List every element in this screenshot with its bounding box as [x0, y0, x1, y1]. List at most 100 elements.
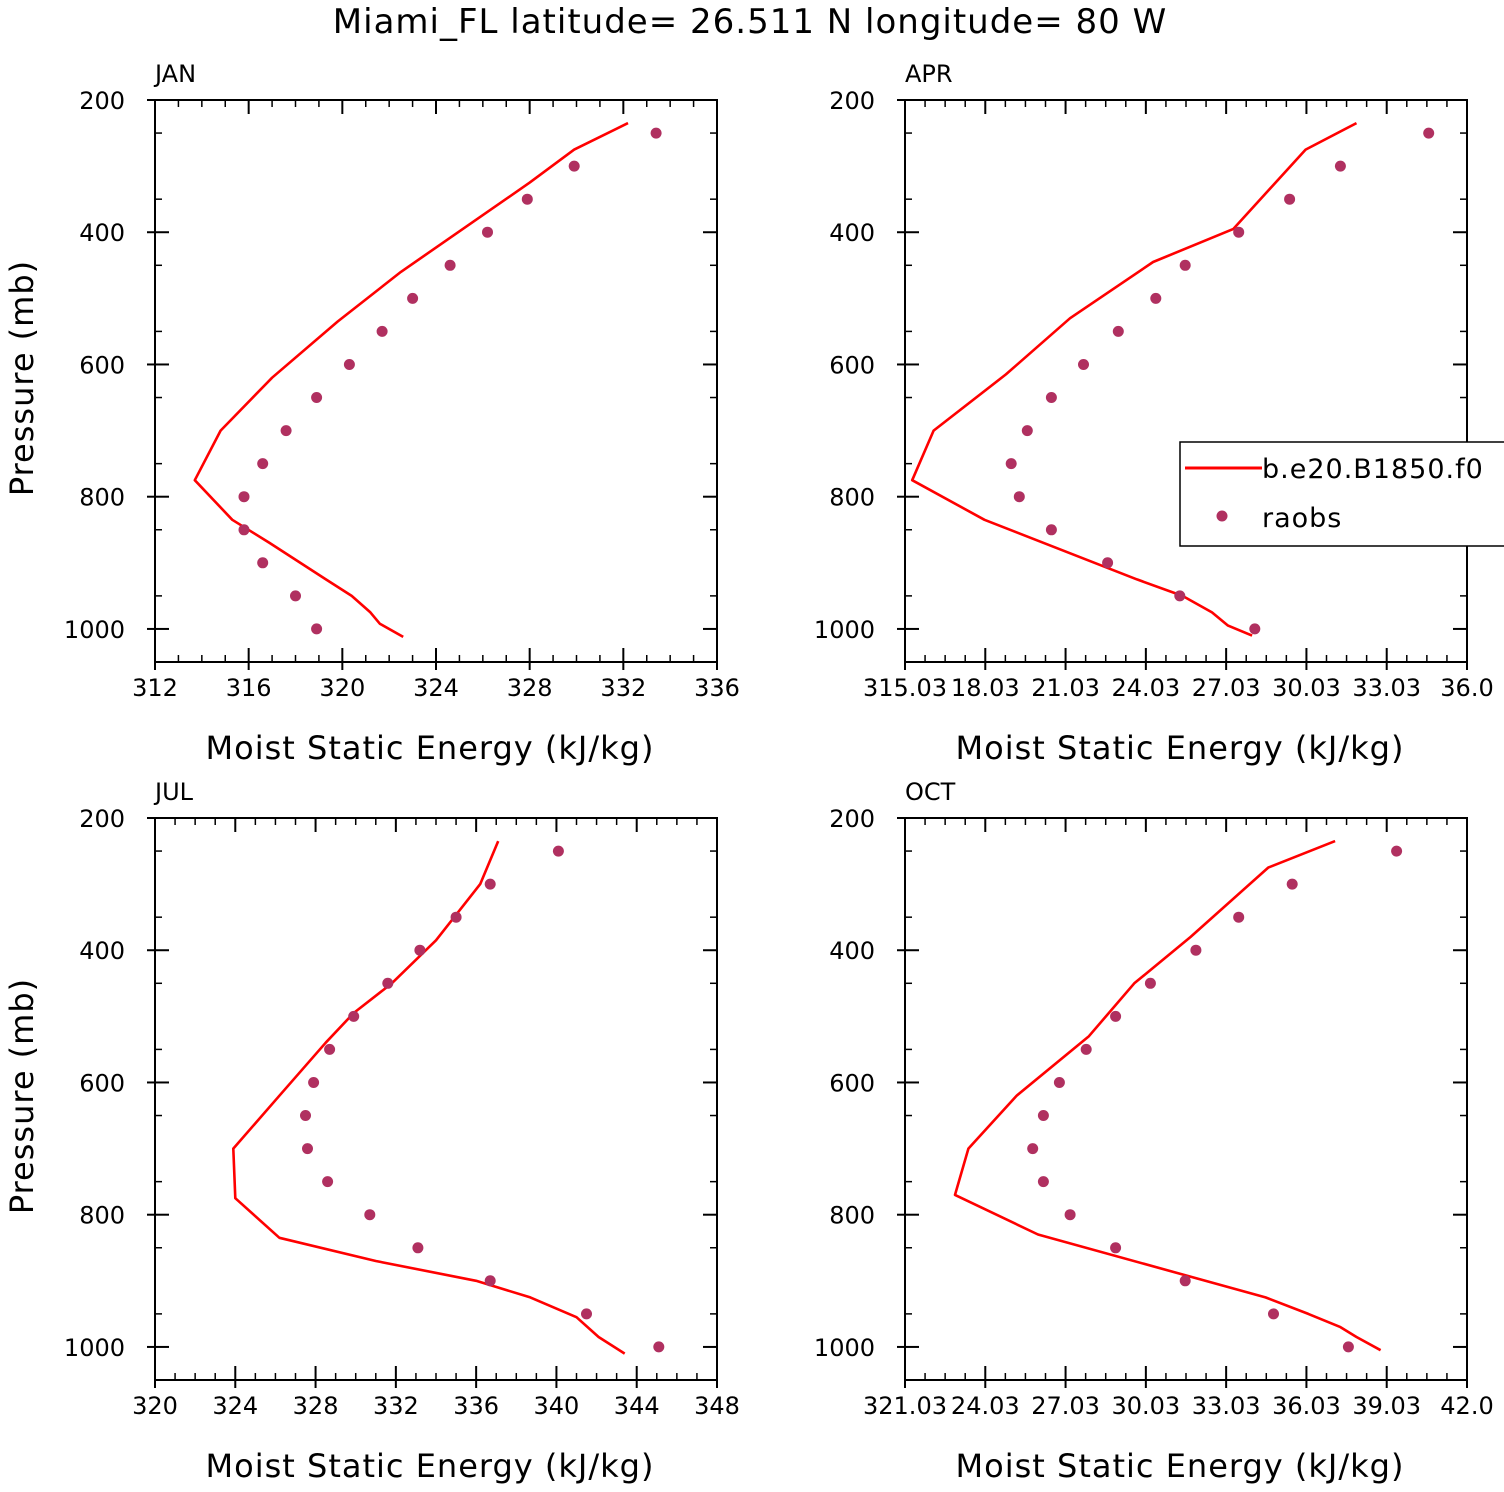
panel-oct: 321.03 24.03 27.03 30.03 33.03 36.03 39.03 42.0…	[814, 778, 1494, 1485]
x-tick-label: 30.03	[1111, 1392, 1180, 1420]
x-tick-label: 336	[694, 674, 740, 702]
x-tick-label: 324	[413, 674, 459, 702]
obs-point	[412, 1242, 424, 1254]
y-tick-label: 1000	[814, 1334, 875, 1362]
y-tick-label: 600	[829, 351, 875, 379]
obs-point	[311, 623, 323, 635]
obs-point	[1037, 1110, 1049, 1121]
x-tick-label: 36.0	[1440, 674, 1493, 702]
model-series-line	[953, 839, 1382, 1352]
x-tick-label: 336	[453, 1392, 499, 1420]
obs-point	[1013, 491, 1025, 503]
obs-point	[653, 1341, 665, 1353]
x-tick-label: 340	[534, 1392, 580, 1420]
obs-point	[1423, 127, 1435, 139]
obs-point	[1174, 590, 1186, 602]
model-series-line	[910, 121, 1358, 637]
y-tick-label: 200	[829, 87, 875, 115]
y-tick-label: 600	[829, 1069, 875, 1097]
obs-point	[343, 359, 355, 370]
obs-point	[238, 491, 250, 503]
legend-obs-marker	[1216, 510, 1228, 522]
x-tick-label: 42.0	[1440, 1392, 1493, 1420]
obs-point	[238, 524, 250, 536]
obs-point	[280, 425, 292, 437]
panels: 312 316 320 324 328 332 336 200 400 600 800 1000 JAN…	[3, 60, 1494, 1485]
obs-point	[1268, 1308, 1279, 1320]
legend-obs-label: raobs	[1262, 503, 1342, 534]
panel-jan: 312 316 320 324 328 332 336 200 400 600 800 1000 JAN…	[3, 60, 740, 767]
y-tick-label: 1000	[64, 1334, 125, 1362]
obs-point	[1005, 458, 1017, 470]
obs-point	[484, 878, 496, 890]
obs-point	[1342, 1341, 1354, 1353]
obs-point	[1110, 1010, 1122, 1022]
obs-point	[1179, 259, 1191, 271]
x-tick-label: 27.03	[1192, 674, 1261, 702]
y-tick-label: 400	[829, 937, 875, 965]
obs-point	[308, 1077, 320, 1088]
y-tick-label: 800	[79, 1202, 125, 1230]
obs-point	[444, 259, 456, 271]
x-tick-label: 312	[132, 674, 178, 702]
obs-point	[1112, 325, 1124, 337]
y-tick-label: 400	[79, 219, 125, 247]
obs-point	[1233, 226, 1245, 238]
x-tick-label: 328	[293, 1392, 339, 1420]
obs-point	[1064, 1209, 1076, 1221]
obs-point	[1144, 977, 1156, 989]
x-tick-label: 316	[226, 674, 272, 702]
obs-point	[581, 1308, 592, 1320]
obs-point	[450, 911, 462, 923]
panel-title: OCT	[905, 778, 956, 806]
obs-point	[1179, 1275, 1191, 1287]
obs-point	[376, 325, 388, 337]
x-axis-label: Moist Static Energy (kJ/kg)	[956, 729, 1405, 767]
obs-point	[1037, 1176, 1049, 1188]
obs-point	[1021, 425, 1033, 437]
obs-point	[311, 392, 323, 403]
obs-point	[521, 193, 533, 205]
obs-point	[1027, 1143, 1039, 1155]
x-tick-label: 332	[600, 674, 646, 702]
x-tick-label: 21.03	[1031, 674, 1100, 702]
panel-jul: 320 324 328 332 336 340 344 348 200 400 600 800 1000…	[3, 778, 740, 1485]
obs-point	[1391, 845, 1403, 857]
panel-title: APR	[905, 60, 953, 88]
obs-point	[324, 1043, 336, 1055]
obs-point	[1110, 1242, 1122, 1254]
x-tick-label: 30.03	[1272, 674, 1341, 702]
y-tick-label: 400	[829, 219, 875, 247]
obs-point	[302, 1143, 313, 1155]
x-tick-label: 321.03	[863, 1392, 947, 1420]
y-tick-label: 600	[79, 1069, 125, 1097]
y-tick-label: 1000	[64, 616, 125, 644]
plot-frame	[904, 99, 1468, 663]
model-series-line	[193, 121, 629, 639]
x-tick-label: 332	[373, 1392, 419, 1420]
legend: b.e20.B1850.f0 raobs	[1179, 441, 1504, 547]
obs-point	[290, 590, 301, 602]
panel-title: JUL	[153, 778, 194, 806]
obs-point	[257, 557, 269, 569]
x-axis-label: Moist Static Energy (kJ/kg)	[206, 1447, 655, 1485]
y-tick-label: 1000	[814, 616, 875, 644]
y-tick-label: 200	[79, 87, 125, 115]
obs-point	[1334, 160, 1346, 172]
y-tick-label: 200	[829, 805, 875, 833]
x-tick-label: 27.03	[1031, 1392, 1100, 1420]
x-tick-label: 320	[319, 674, 365, 702]
panel-title: JAN	[153, 60, 196, 88]
obs-point	[300, 1110, 311, 1121]
legend-model-label: b.e20.B1850.f0	[1262, 454, 1484, 485]
obs-point	[1190, 944, 1202, 956]
y-tick-label: 800	[829, 484, 875, 512]
obs-point	[1080, 1043, 1092, 1055]
obs-point	[1102, 557, 1114, 569]
obs-point	[257, 458, 269, 470]
obs-point	[1150, 292, 1162, 304]
panel-apr: 315.03 18.03 21.03 24.03 27.03 30.03 33.03 36.0…	[814, 60, 1494, 767]
y-tick-label: 800	[829, 1202, 875, 1230]
obs-point	[407, 292, 419, 304]
